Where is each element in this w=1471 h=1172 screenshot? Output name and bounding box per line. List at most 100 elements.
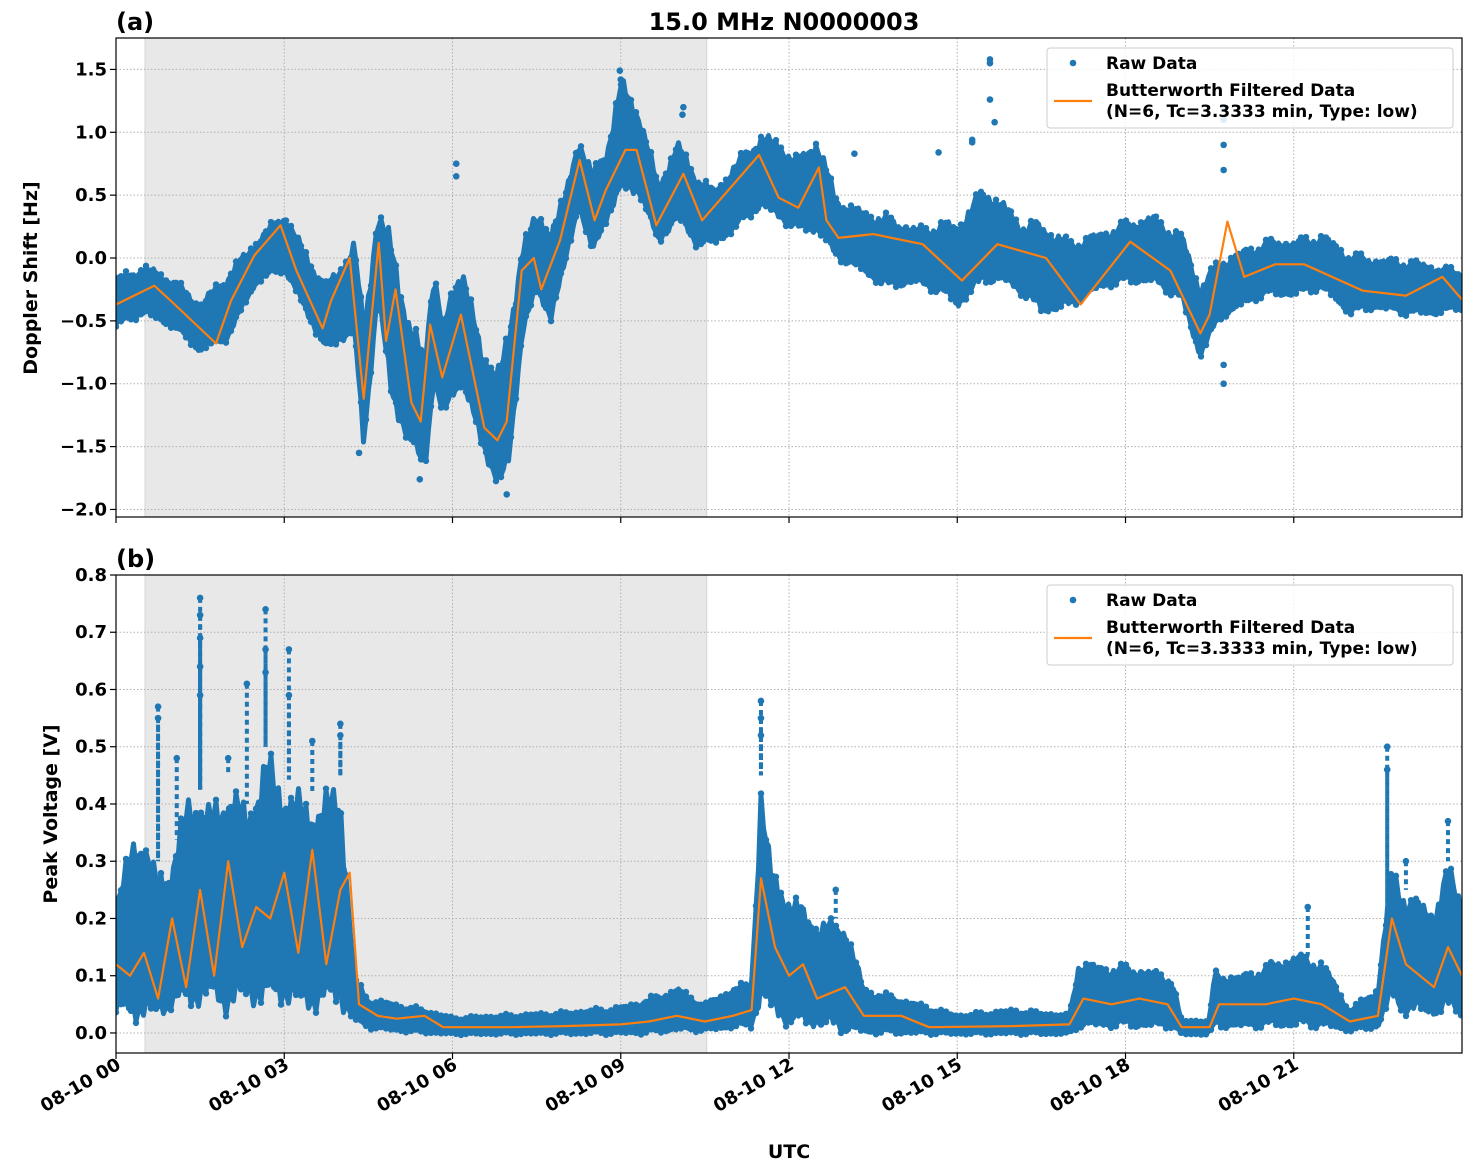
raw-data-point (127, 272, 135, 279)
raw-data-point (1182, 248, 1190, 256)
raw-data-point (542, 225, 550, 233)
raw-data-point (337, 335, 345, 342)
raw-data-point (267, 218, 275, 226)
raw-data-point (452, 1030, 460, 1038)
raw-data-point (1422, 911, 1430, 919)
raw-data-point (742, 981, 750, 988)
raw-data-point (847, 257, 855, 265)
raw-data-point (467, 296, 475, 303)
raw-data-point (1252, 250, 1260, 257)
raw-data-point (157, 271, 165, 278)
raw-data-point (1387, 870, 1395, 878)
raw-data-point (1002, 276, 1010, 284)
raw-data-point (242, 253, 250, 260)
y-tick-label: −1.0 (60, 374, 107, 395)
raw-data-point (417, 456, 425, 463)
raw-data-point (557, 1028, 565, 1036)
raw-data-point (157, 869, 165, 877)
raw-data-point (842, 1027, 850, 1035)
raw-data-point (1077, 1024, 1085, 1031)
raw-data-point (1357, 1023, 1365, 1031)
raw-data-point (1047, 1030, 1055, 1037)
raw-data-point (1227, 254, 1235, 262)
raw-data-point (492, 1014, 500, 1021)
raw-data-point (1282, 290, 1290, 297)
raw-data-point (642, 205, 650, 213)
raw-data-point (502, 1010, 510, 1018)
raw-data-point (212, 796, 220, 803)
raw-data-point (1202, 1031, 1210, 1038)
y-axis-label-b: Peak Voltage [V] (40, 724, 62, 903)
raw-data-point (1437, 268, 1445, 276)
raw-data-point (902, 998, 910, 1005)
raw-data-point (437, 1030, 445, 1037)
axes-frame (115, 37, 1463, 518)
raw-data-point (682, 988, 690, 996)
y-tick-label: 0.4 (75, 794, 107, 815)
raw-data-point (1277, 243, 1285, 250)
raw-data-point (1302, 1016, 1310, 1024)
raw-data-point (1087, 961, 1095, 969)
raw-data-point (957, 221, 965, 228)
raw-data-point (187, 341, 195, 349)
raw-data-point (217, 815, 225, 822)
raw-data-point (1237, 1021, 1245, 1029)
raw-data-point (537, 291, 545, 299)
raw-data-outlier (416, 475, 424, 483)
raw-data-point (1117, 1016, 1125, 1024)
raw-data-point (407, 435, 415, 443)
raw-data-point (567, 1010, 575, 1017)
raw-data-point (1007, 208, 1015, 215)
raw-data-point (992, 196, 1000, 203)
raw-data-point (182, 334, 190, 341)
raw-data-point (1237, 251, 1245, 259)
raw-data-point (192, 992, 200, 999)
raw-data-point (887, 992, 895, 999)
raw-data-point (1252, 297, 1260, 305)
raw-data-point (697, 1001, 705, 1008)
raw-data-point (1397, 264, 1405, 271)
raw-data-point (827, 1012, 835, 1019)
raw-data-point (472, 1013, 480, 1020)
raw-data-point (337, 265, 345, 273)
raw-data-point (387, 246, 395, 254)
raw-data-point (597, 158, 605, 165)
raw-data-point (1087, 233, 1095, 240)
raw-data-point (1182, 309, 1190, 316)
raw-data-point (1052, 1012, 1060, 1019)
raw-data-point (487, 364, 495, 371)
raw-data-point (1197, 290, 1205, 298)
raw-data-point (1037, 307, 1045, 315)
raw-data-point (127, 855, 135, 863)
raw-data-point (1392, 304, 1400, 312)
raw-data-point (1367, 994, 1375, 1001)
raw-data-point (807, 225, 815, 233)
raw-data-point (552, 1030, 560, 1037)
raw-data-point (537, 1029, 545, 1036)
raw-data-point (202, 297, 210, 305)
raw-data-point (627, 1001, 635, 1008)
raw-data-point (1222, 1024, 1230, 1032)
raw-data-point (1317, 282, 1325, 290)
raw-data-point (532, 1030, 540, 1037)
raw-data-point (1102, 230, 1110, 237)
raw-data-point (1147, 1021, 1155, 1028)
raw-data-point (527, 1030, 535, 1037)
raw-data-point (1162, 232, 1170, 239)
axes-frame (115, 574, 1463, 1054)
raw-data-point (602, 158, 610, 166)
raw-data-point (1112, 1023, 1120, 1030)
raw-data-point (617, 81, 625, 88)
raw-data-point (787, 908, 795, 915)
panel-label-b: (b) (116, 545, 155, 573)
raw-data-point (812, 925, 820, 933)
raw-data-point (1277, 963, 1285, 971)
raw-data-point (1122, 273, 1130, 280)
raw-data-point (1137, 276, 1145, 283)
raw-data-point (812, 1017, 820, 1024)
raw-data-point (497, 1012, 505, 1020)
raw-data-point (1282, 1020, 1290, 1027)
raw-data-point (332, 341, 340, 348)
raw-data-point (1452, 1008, 1460, 1015)
raw-data-point (1012, 1007, 1020, 1014)
